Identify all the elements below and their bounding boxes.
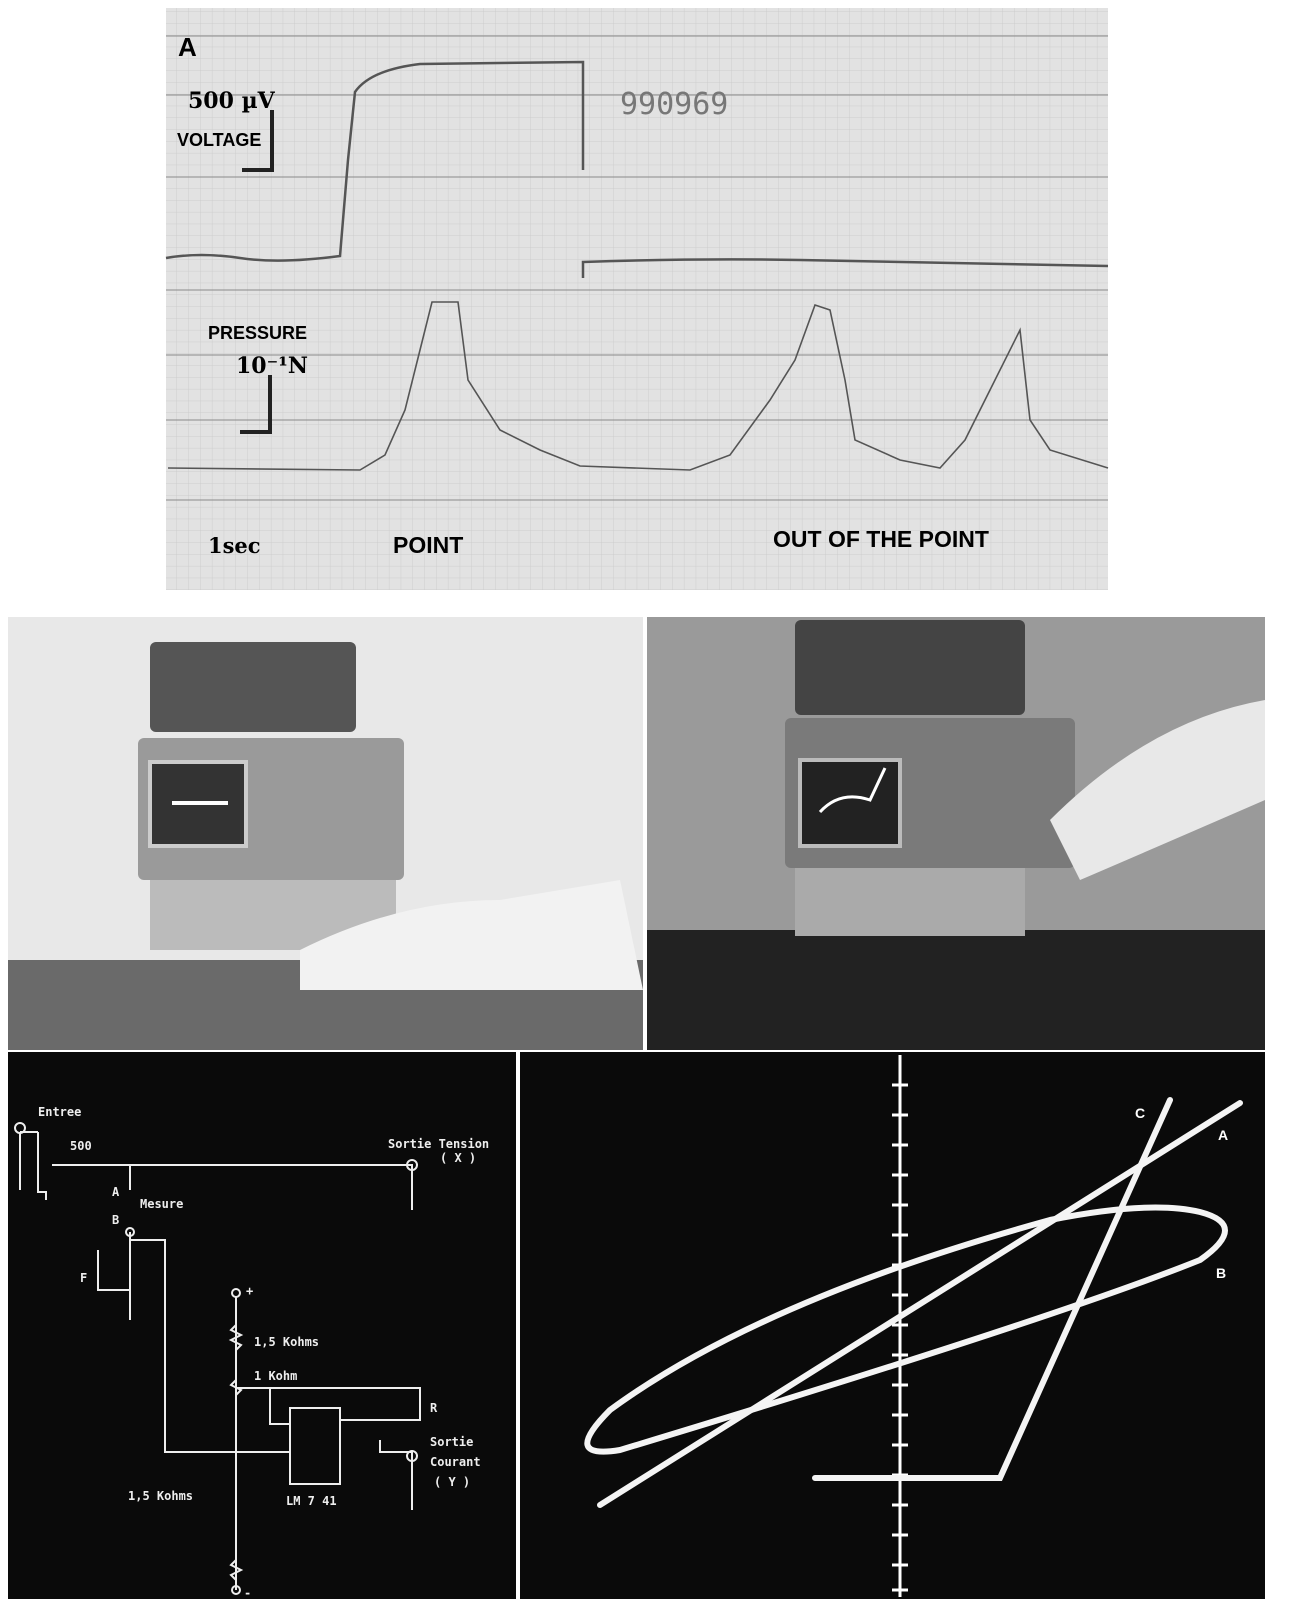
- curve-label: C: [1135, 1105, 1145, 1121]
- circuit-label: Sortie Tension: [388, 1137, 489, 1151]
- circuit-label: F: [80, 1271, 87, 1285]
- circuit-label: Courant: [430, 1455, 481, 1469]
- pressure-label: PRESSURE: [208, 323, 307, 343]
- curve-label: B: [1216, 1265, 1226, 1281]
- circuit-label: +: [246, 1284, 253, 1298]
- time-scale: 1sec: [208, 533, 261, 558]
- pressure-scale: 10⁻¹N: [236, 353, 308, 379]
- circuit-label: R: [430, 1401, 438, 1415]
- record-number: 990969: [620, 87, 728, 122]
- circuit-label: Entree: [38, 1105, 81, 1119]
- photo-left: [8, 617, 643, 1050]
- circuit-label: ( Y ): [434, 1475, 470, 1489]
- circuit-label: Sortie: [430, 1435, 473, 1449]
- figure: A 500 µV VOLTAGE 990969 PRESSURE 10⁻¹N 1…: [0, 0, 1291, 1599]
- voltage-label: VOLTAGE: [177, 130, 261, 150]
- voltage-scale: 500 µV: [188, 88, 276, 114]
- circuit-label: -: [244, 1586, 251, 1599]
- panel-label: A: [178, 32, 197, 62]
- circuit-label: 1 Kohm: [254, 1369, 297, 1383]
- curve-label: A: [1218, 1127, 1228, 1143]
- photo-right: [647, 617, 1265, 1050]
- point-label: POINT: [393, 532, 463, 558]
- circuit-label: 1,5 Kohms: [254, 1335, 319, 1349]
- circuit-label: A: [112, 1185, 120, 1199]
- out-of-point-label: OUT OF THE POINT: [773, 526, 989, 552]
- circuit-label: Mesure: [140, 1197, 183, 1211]
- circuit-label: LM 7 41: [286, 1494, 337, 1508]
- circuit-label: ( X ): [440, 1151, 476, 1165]
- circuit-label: B: [112, 1213, 119, 1227]
- circuit-background: [8, 1052, 516, 1599]
- circuit-label: 1,5 Kohms: [128, 1489, 193, 1503]
- circuit-label: 500: [70, 1139, 92, 1153]
